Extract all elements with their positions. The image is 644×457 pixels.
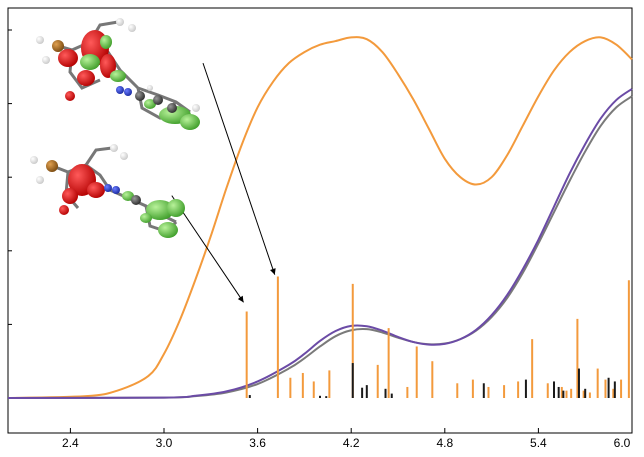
atom (192, 104, 200, 112)
x-tick-label: 4.2 (343, 436, 360, 450)
x-tick-label: 6.0 (614, 436, 631, 450)
orbital-lobe (144, 99, 156, 109)
atom (147, 85, 153, 91)
orbital-lobe (110, 70, 126, 82)
orbital-lobe (87, 182, 105, 198)
atom (116, 86, 124, 94)
orbital-lobe (167, 199, 185, 217)
atom (30, 156, 38, 164)
orbital-lobe (65, 91, 75, 101)
annotation-arrow-0 (202, 62, 276, 275)
orbital-lobe (100, 54, 116, 78)
atom (153, 95, 163, 105)
atom (167, 103, 177, 113)
atom (135, 91, 145, 101)
orbital-lobe (100, 35, 112, 49)
axes-layer: 2.4 3.0 3.6 4.2 4.8 5.4 6.0 (7, 7, 633, 450)
orbital-lobe (62, 188, 78, 204)
x-tick-label: 3.0 (156, 436, 173, 450)
atom (110, 144, 118, 152)
annotations-layer (171, 62, 276, 303)
atom (112, 186, 120, 194)
x-tick-label: 3.6 (249, 436, 266, 450)
orbital-lobe (158, 222, 178, 238)
x-tick-label: 4.8 (436, 436, 453, 450)
annotation-arrow-1 (171, 195, 244, 303)
orbital-lobe (122, 191, 134, 201)
plot-frame (7, 7, 633, 434)
x-tick-label: 5.4 (530, 436, 547, 450)
orbital-lobe (80, 54, 100, 70)
orbital-lobe (58, 49, 78, 67)
orbital-lobe (146, 200, 174, 220)
atom (52, 40, 64, 52)
orbital-structure-bottom (30, 144, 185, 238)
atom (124, 88, 132, 96)
curves-layer (7, 36, 633, 399)
atom (36, 176, 44, 184)
orbital-lobe (140, 213, 152, 223)
atom (131, 195, 141, 205)
x-tick-label: 2.4 (62, 436, 79, 450)
atom (120, 152, 128, 160)
atom (128, 24, 136, 32)
orbital-lobe (180, 114, 200, 130)
spectrum-curve-1 (7, 88, 633, 399)
sticks-layer (245, 276, 630, 398)
atom (104, 184, 112, 192)
atom (46, 160, 58, 172)
atom (116, 18, 124, 26)
orbital-lobe (59, 205, 69, 215)
atom (36, 36, 44, 44)
orbital-structure-top (36, 18, 200, 130)
atom (42, 56, 50, 64)
spectrum-curve-0 (7, 36, 633, 399)
orbital-lobe (77, 70, 95, 86)
